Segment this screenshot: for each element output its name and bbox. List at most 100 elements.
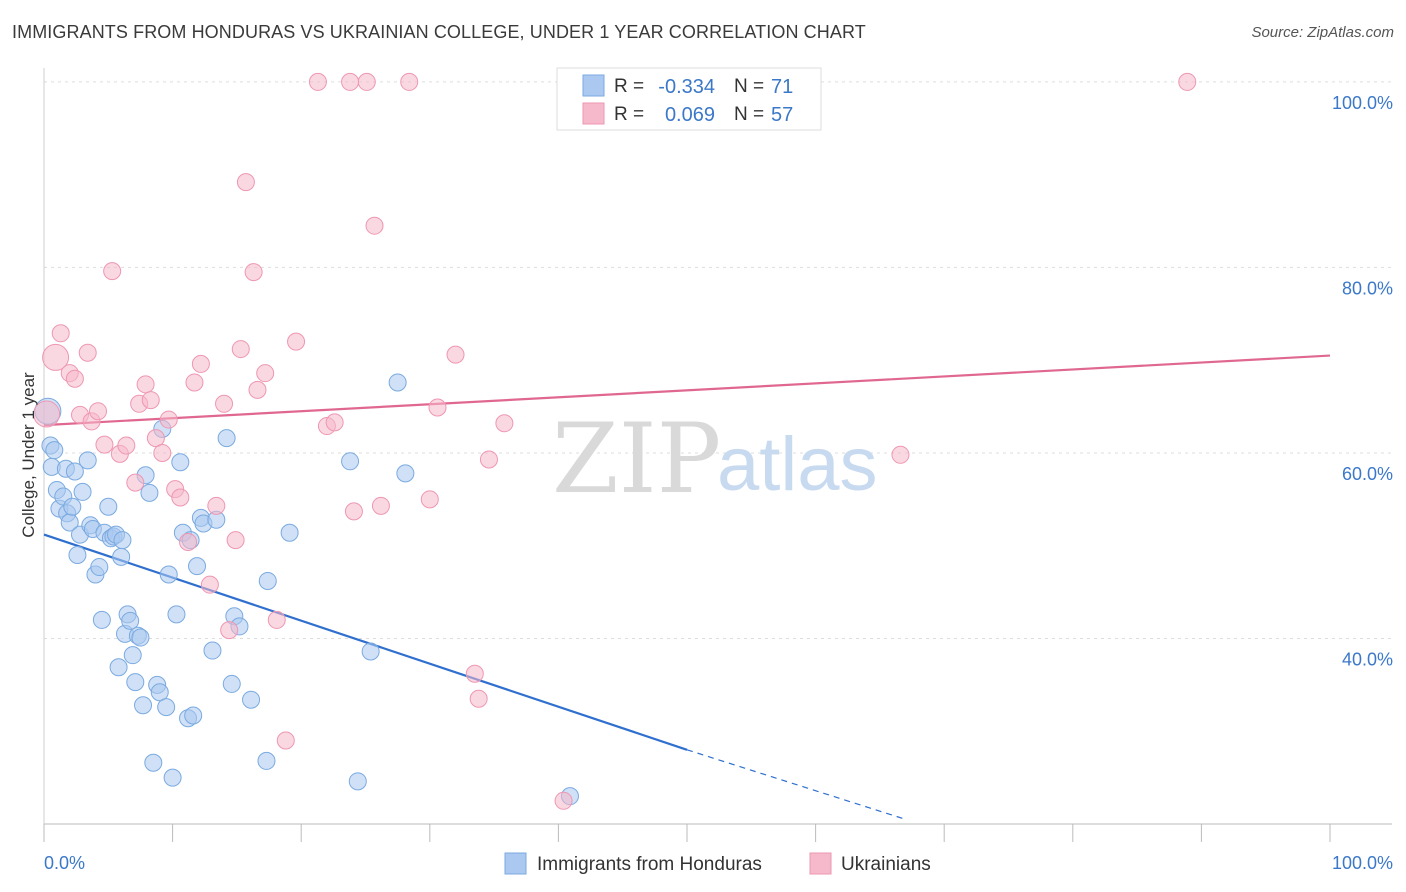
point-honduras — [222, 674, 241, 693]
tick-labels: 40.0% 60.0% 80.0% 100.0% 0.0% 100.0% — [44, 93, 1393, 873]
legend-r-label: R = — [614, 76, 644, 97]
point-honduras — [78, 451, 97, 470]
point-ukrainians — [89, 402, 108, 421]
point-ukrainians — [465, 664, 484, 683]
point-ukrainians — [236, 173, 255, 192]
point-ukrainians — [95, 435, 114, 454]
point-honduras — [171, 453, 190, 472]
point-ukrainians — [256, 364, 275, 383]
bottom-legend-label-ukrainians: Ukrainians — [841, 854, 931, 875]
watermark: ZIP atlas — [552, 403, 878, 515]
legend-r-label: R = — [614, 104, 644, 125]
point-honduras — [157, 698, 176, 717]
bottom-legend-swatch-honduras — [504, 852, 527, 875]
point-ukrainians — [146, 429, 165, 448]
point-ukrainians — [276, 731, 295, 750]
data-points — [33, 72, 1197, 810]
point-honduras — [188, 557, 207, 576]
point-honduras — [388, 373, 407, 392]
point-ukrainians — [248, 380, 267, 399]
point-honduras — [150, 683, 169, 702]
point-honduras — [280, 523, 299, 542]
chart-title: IMMIGRANTS FROM HONDURAS VS UKRAINIAN CO… — [12, 22, 866, 42]
y-tick-label: 80.0% — [1342, 278, 1393, 298]
point-honduras — [123, 646, 142, 665]
point-ukrainians — [365, 216, 384, 235]
point-ukrainians — [428, 398, 447, 417]
point-ukrainians — [1178, 72, 1197, 91]
legend-r-value: -0.334 — [658, 76, 715, 98]
point-honduras — [257, 751, 276, 770]
point-ukrainians — [42, 343, 70, 371]
point-ukrainians — [420, 490, 439, 509]
point-ukrainians — [159, 410, 178, 429]
point-honduras — [341, 452, 360, 471]
point-ukrainians — [400, 72, 419, 91]
point-ukrainians — [207, 496, 226, 515]
trend-line-honduras — [43, 533, 688, 751]
point-honduras — [242, 690, 261, 709]
y-tick-label: 100.0% — [1332, 93, 1393, 113]
trend-lines — [43, 354, 1331, 820]
y-tick-label: 60.0% — [1342, 464, 1393, 484]
point-ukrainians — [141, 391, 160, 410]
point-honduras — [163, 768, 182, 787]
point-ukrainians — [371, 496, 390, 515]
y-tick-label: 40.0% — [1342, 649, 1393, 669]
legend-swatch-ukrainians — [582, 102, 605, 125]
point-ukrainians — [495, 414, 514, 433]
point-ukrainians — [231, 340, 250, 359]
point-honduras — [45, 441, 64, 460]
point-honduras — [144, 753, 163, 772]
point-ukrainians — [179, 533, 198, 552]
point-honduras — [258, 571, 277, 590]
trend-line-honduras-extension — [686, 749, 906, 820]
stats-legend: R = -0.334 N = 71 R = 0.069 N = 57 — [556, 67, 822, 131]
watermark-atlas: atlas — [717, 422, 878, 507]
point-ukrainians — [325, 413, 344, 432]
point-ukrainians — [171, 488, 190, 507]
point-ukrainians — [220, 621, 239, 640]
point-ukrainians — [479, 450, 498, 469]
point-honduras — [92, 610, 111, 629]
point-honduras — [63, 497, 82, 516]
point-ukrainians — [244, 263, 263, 282]
gridlines — [44, 81, 1392, 639]
watermark-zip: ZIP — [552, 403, 721, 515]
point-ukrainians — [65, 369, 84, 388]
point-honduras — [99, 497, 118, 516]
point-ukrainians — [117, 436, 136, 455]
point-honduras — [361, 642, 380, 661]
bottom-legend-swatch-ukrainians — [809, 852, 832, 875]
point-honduras — [113, 531, 132, 550]
legend-swatch-honduras — [582, 74, 605, 97]
trend-line-ukrainians — [43, 354, 1331, 427]
point-ukrainians — [33, 400, 61, 428]
point-ukrainians — [226, 531, 245, 550]
point-honduras — [90, 558, 109, 577]
point-ukrainians — [51, 324, 70, 343]
point-honduras — [396, 464, 415, 483]
point-honduras — [217, 429, 236, 448]
point-honduras — [73, 482, 92, 501]
point-honduras — [159, 565, 178, 584]
point-ukrainians — [185, 373, 204, 392]
point-ukrainians — [200, 575, 219, 594]
legend-n-label: N = — [734, 76, 764, 97]
point-ukrainians — [103, 262, 122, 281]
bottom-legend-label-honduras: Immigrants from Honduras — [537, 854, 762, 875]
legend-n-value: 57 — [771, 104, 793, 126]
point-honduras — [121, 611, 140, 630]
point-ukrainians — [357, 72, 376, 91]
point-honduras — [184, 706, 203, 725]
point-honduras — [134, 696, 153, 715]
legend-n-value: 71 — [771, 76, 793, 98]
x-tick-label: 0.0% — [44, 853, 85, 873]
point-honduras — [126, 673, 145, 692]
point-honduras — [112, 547, 131, 566]
point-ukrainians — [191, 354, 210, 373]
point-honduras — [68, 545, 87, 564]
y-axis-label: College, Under 1 year — [19, 372, 38, 538]
x-tick-label: 100.0% — [1332, 853, 1393, 873]
point-ukrainians — [153, 443, 172, 462]
